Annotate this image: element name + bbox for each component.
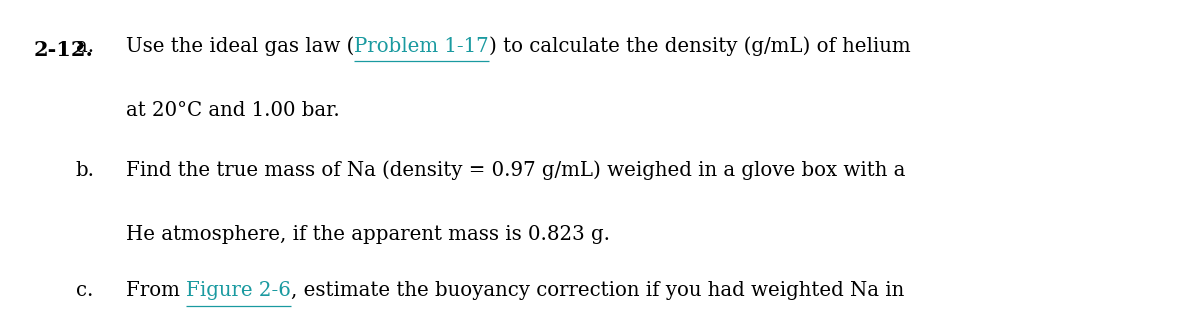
Text: From: From: [126, 281, 186, 300]
Text: b.: b.: [76, 161, 95, 180]
Text: , estimate the buoyancy correction if you had weighted Na in: , estimate the buoyancy correction if yo…: [292, 281, 905, 300]
Text: Find the true mass of Na (density = 0.97 g/mL) weighed in a glove box with a: Find the true mass of Na (density = 0.97…: [126, 160, 905, 180]
Text: Use the ideal gas law (: Use the ideal gas law (: [126, 36, 354, 56]
Text: a.: a.: [76, 37, 94, 56]
Text: at 20°C and 1.00 bar.: at 20°C and 1.00 bar.: [126, 100, 340, 120]
Text: Problem 1-17: Problem 1-17: [354, 37, 488, 56]
Text: ) to calculate the density (g/mL) of helium: ) to calculate the density (g/mL) of hel…: [488, 36, 911, 56]
Text: He atmosphere, if the apparent mass is 0.823 g.: He atmosphere, if the apparent mass is 0…: [126, 224, 610, 244]
Text: Figure 2-6: Figure 2-6: [186, 281, 292, 300]
Text: c.: c.: [76, 281, 92, 300]
Text: 2-12.: 2-12.: [34, 40, 94, 60]
